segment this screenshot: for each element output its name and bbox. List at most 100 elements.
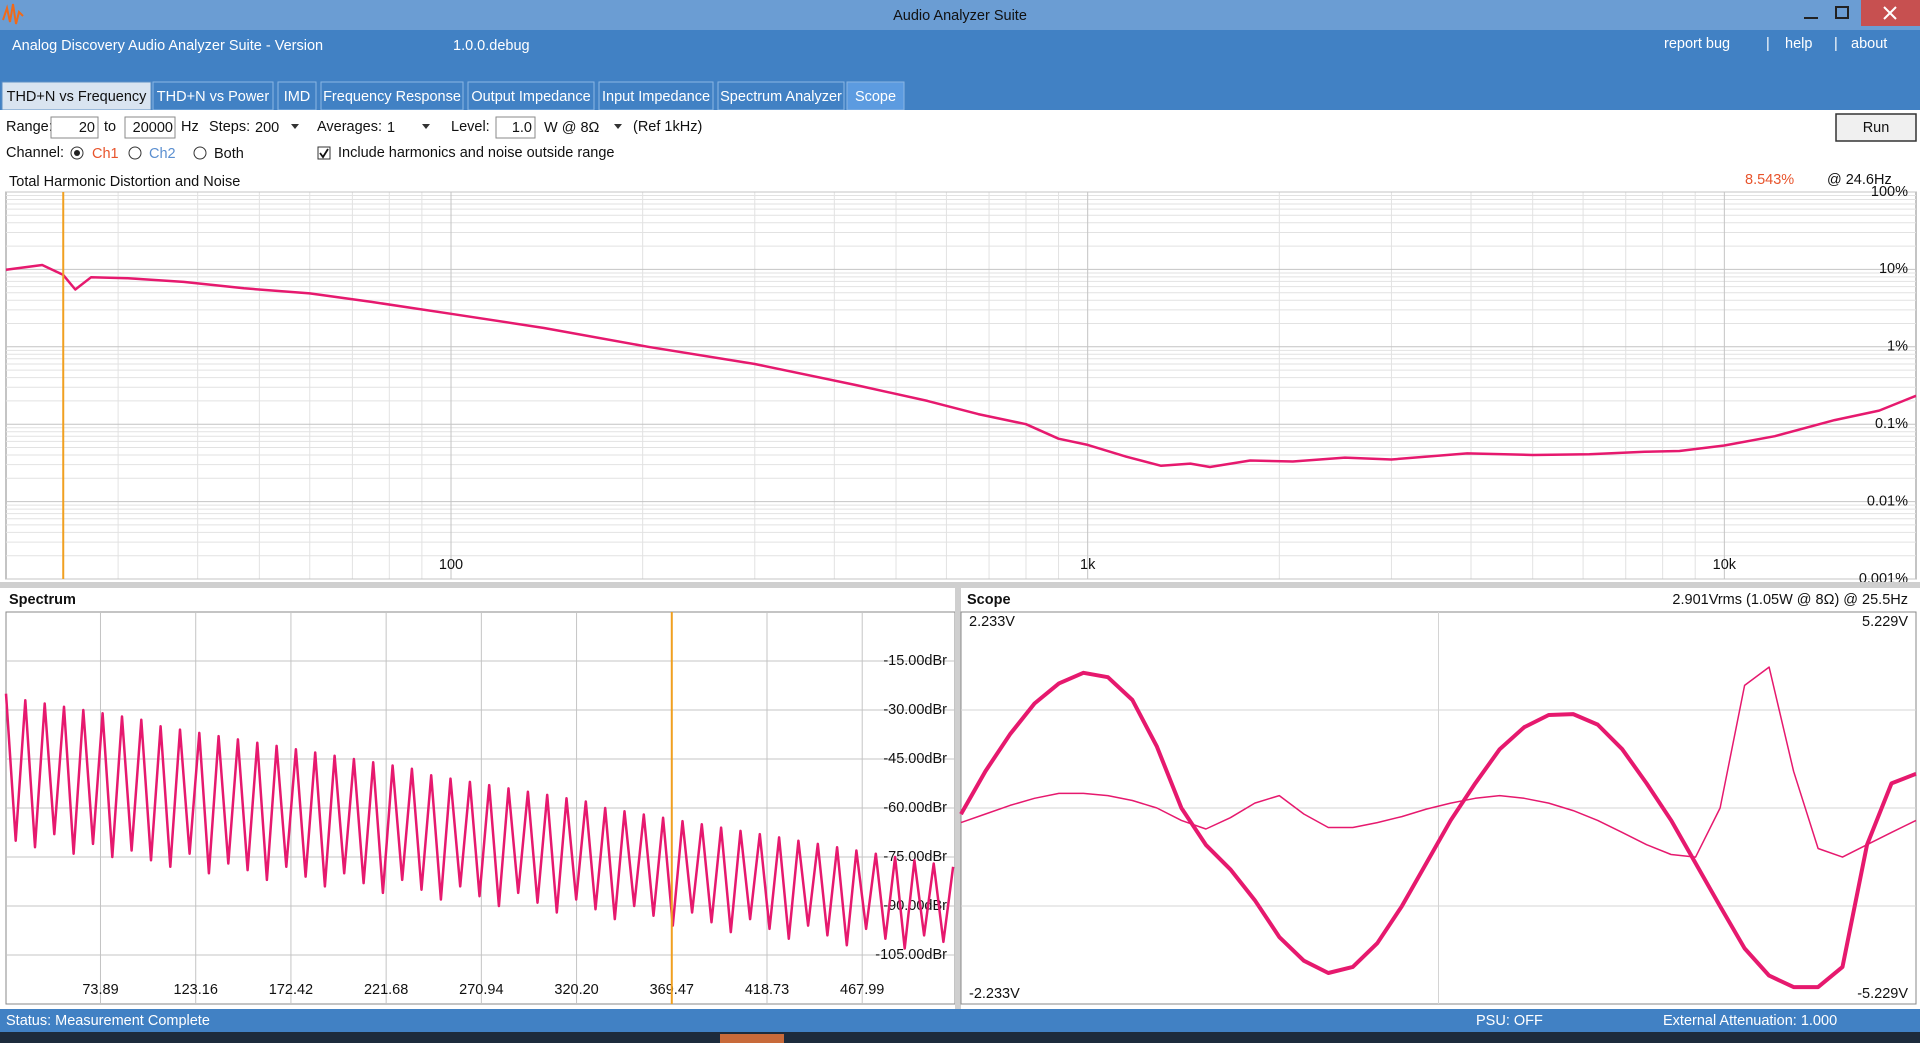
y-tick-label: -45.00dBr (883, 751, 947, 767)
averages-value[interactable]: 1 (387, 120, 395, 136)
splitter[interactable] (955, 588, 961, 1009)
x-tick-label: 10k (1713, 557, 1737, 573)
chart-title: Scope (967, 592, 1011, 608)
to-label: to (104, 119, 116, 135)
ch2-label: Ch2 (149, 146, 176, 162)
both-radio[interactable] (193, 146, 207, 160)
tab-label: Input Impedance (602, 89, 710, 105)
status-bar (0, 1009, 1920, 1032)
window-title: Audio Analyzer Suite (893, 8, 1027, 24)
averages-label: Averages: (317, 119, 382, 135)
x-tick-label: 418.73 (745, 982, 789, 998)
data-line (960, 666, 1917, 858)
ch1-radio-dot (74, 150, 80, 156)
tab[interactable] (320, 81, 464, 111)
about-link[interactable]: about (1851, 36, 1887, 52)
range-from-value: 20 (79, 120, 95, 136)
hz-label: Hz (181, 119, 199, 135)
x-tick-label: 100 (439, 557, 463, 573)
level-label: Level: (451, 119, 490, 135)
x-tick-label: 270.94 (459, 982, 503, 998)
app-title: Analog Discovery Audio Analyzer Suite - … (12, 38, 323, 54)
chart-title: Spectrum (9, 592, 76, 608)
tab[interactable] (598, 81, 714, 111)
help-link[interactable]: help (1785, 36, 1812, 52)
both-label: Both (214, 146, 244, 162)
range-to-value: 20000 (133, 120, 173, 136)
level-value: 1.0 (512, 120, 532, 136)
steps-value[interactable]: 200 (255, 120, 279, 136)
averages-dropdown[interactable] (422, 124, 430, 129)
link-separator: | (1766, 36, 1770, 52)
y-tick-label: 0.01% (1867, 493, 1908, 509)
splitter[interactable] (0, 582, 1920, 588)
data-line (4, 693, 955, 950)
steps-dropdown[interactable] (291, 124, 299, 129)
maximize-button[interactable] (1835, 6, 1849, 19)
readout-frequency: @ 24.6Hz (1827, 172, 1892, 188)
y2-tick-label: 5.229V (1862, 614, 1908, 630)
ch2-radio[interactable] (128, 146, 142, 160)
tab[interactable] (1, 81, 152, 111)
x-tick-label: 123.16 (174, 982, 218, 998)
level-unit[interactable]: W @ 8Ω (544, 120, 600, 136)
taskbar (0, 1032, 1920, 1043)
y-tick-label: 10% (1879, 261, 1908, 277)
chart-title: Total Harmonic Distortion and Noise (9, 174, 240, 190)
y-tick-label: -60.00dBr (883, 800, 947, 816)
tab-label: Output Impedance (471, 89, 590, 105)
level-input[interactable] (495, 116, 536, 139)
plot-area (5, 191, 1917, 580)
checkmark (319, 148, 329, 159)
range-label: Range: (6, 119, 53, 135)
y-tick-label: 0.1% (1875, 416, 1908, 432)
title-bar (0, 0, 1920, 30)
y-tick-label: -30.00dBr (883, 702, 947, 718)
tab[interactable] (846, 81, 905, 111)
tab[interactable] (277, 81, 317, 111)
ref-label: (Ref 1kHz) (633, 119, 702, 135)
x-tick-label: 1k (1080, 557, 1096, 573)
x-tick-label: 320.20 (554, 982, 598, 998)
readout-value: 8.543% (1745, 172, 1794, 188)
psu-status: PSU: OFF (1476, 1013, 1543, 1029)
x-tick-label: 467.99 (840, 982, 884, 998)
tab-label: IMD (284, 89, 311, 105)
run-button[interactable] (1835, 113, 1917, 142)
include-checkbox[interactable] (317, 146, 331, 160)
report-bug-link[interactable]: report bug (1664, 36, 1730, 52)
header (0, 30, 1920, 110)
y-tick-label: -2.233V (969, 986, 1020, 1002)
y-tick-label: -105.00dBr (875, 947, 947, 963)
y-tick-label: -15.00dBr (883, 653, 947, 669)
y-tick-label: 1% (1887, 339, 1908, 355)
data-line (959, 670, 1917, 990)
y-tick-label: 2.233V (969, 614, 1015, 630)
tab-label: Spectrum Analyzer (720, 89, 842, 105)
tab-strip: THD+N vs Frequency THD+N vs Power IMD Frequ… (1, 81, 905, 111)
channel-label: Channel: (6, 145, 64, 161)
x-tick-label: 172.42 (269, 982, 313, 998)
link-separator: | (1834, 36, 1838, 52)
range-to-input[interactable] (124, 116, 176, 139)
steps-label: Steps: (209, 119, 250, 135)
status-text: Status: Measurement Complete (6, 1013, 210, 1029)
tab-label: Scope (855, 89, 896, 105)
y2-tick-label: -5.229V (1857, 986, 1908, 1002)
spectrum-plot: 73.89123.16172.42221.68270.94320.20369.4… (4, 612, 955, 1004)
level-dropdown[interactable] (614, 124, 622, 129)
taskbar-item[interactable] (720, 1034, 784, 1043)
app-icon (2, 3, 24, 25)
attenuation-status: External Attenuation: 1.000 (1663, 1013, 1837, 1029)
tab[interactable] (467, 81, 595, 111)
app-version: 1.0.0.debug (453, 38, 530, 54)
ch1-label: Ch1 (92, 146, 119, 162)
scope-plot: 2.233V -2.233V 5.229V -5.229V (959, 612, 1917, 1004)
range-from-input[interactable] (50, 116, 99, 139)
tab-label: Frequency Response (323, 89, 461, 105)
x-tick-label: 73.89 (82, 982, 118, 998)
tab-label: THD+N vs Power (157, 89, 270, 105)
